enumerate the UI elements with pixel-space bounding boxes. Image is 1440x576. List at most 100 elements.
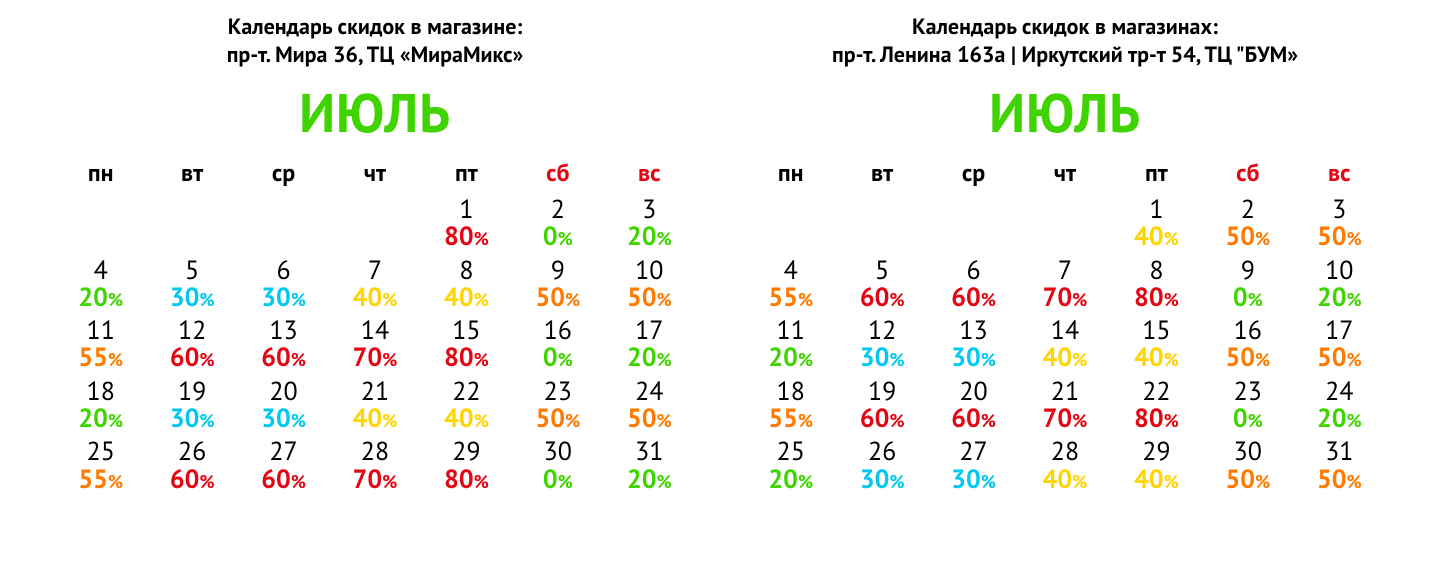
day-cell: 2140% bbox=[329, 376, 420, 437]
weekday-header: вт bbox=[836, 153, 927, 194]
month-title: ИЮЛЬ bbox=[55, 77, 695, 147]
discount-value: 60% bbox=[238, 344, 329, 371]
day-number: 18 bbox=[745, 378, 836, 405]
discount-value: 30% bbox=[238, 284, 329, 311]
percent-sign: % bbox=[1255, 470, 1270, 493]
day-cell: 2870% bbox=[329, 436, 420, 497]
discount-value: 55% bbox=[55, 466, 146, 493]
weekday-header: пн bbox=[55, 153, 146, 194]
discount-value: 60% bbox=[146, 344, 237, 371]
day-number: 31 bbox=[604, 438, 695, 465]
weekday-header: пн bbox=[745, 153, 836, 194]
day-number: 16 bbox=[512, 317, 603, 344]
percent-sign: % bbox=[1255, 227, 1270, 250]
calendar-header: Календарь скидок в магазине:пр-т. Мира 3… bbox=[55, 14, 695, 69]
percent-sign: % bbox=[981, 470, 996, 493]
day-cell: 2030% bbox=[238, 376, 329, 437]
discount-value: 30% bbox=[238, 405, 329, 432]
day-number: 9 bbox=[512, 257, 603, 284]
percent-sign: % bbox=[291, 348, 306, 371]
discount-value: 20% bbox=[1294, 284, 1385, 311]
discount-value: 70% bbox=[329, 344, 420, 371]
day-cell: 2280% bbox=[1111, 376, 1202, 437]
day-cell: 2450% bbox=[604, 376, 695, 437]
day-cell: 1960% bbox=[836, 376, 927, 437]
calendar-left: Календарь скидок в магазине:пр-т. Мира 3… bbox=[55, 14, 695, 576]
empty-cell bbox=[745, 194, 836, 255]
percent-sign: % bbox=[199, 470, 214, 493]
percent-sign: % bbox=[382, 288, 397, 311]
day-number: 16 bbox=[1202, 317, 1293, 344]
weekday-header: вс bbox=[604, 153, 695, 194]
day-cell: 2170% bbox=[1019, 376, 1110, 437]
day-cell: 2520% bbox=[745, 436, 836, 497]
header-line: Календарь скидок в магазинaх: bbox=[912, 13, 1218, 41]
day-number: 22 bbox=[1111, 378, 1202, 405]
percent-sign: % bbox=[291, 409, 306, 432]
day-cell: 350% bbox=[1294, 194, 1385, 255]
percent-sign: % bbox=[108, 288, 123, 311]
day-cell: 300% bbox=[512, 436, 603, 497]
day-cell: 1050% bbox=[604, 255, 695, 316]
percent-sign: % bbox=[558, 348, 573, 371]
day-number: 27 bbox=[238, 438, 329, 465]
discount-value: 30% bbox=[928, 344, 1019, 371]
percent-sign: % bbox=[1346, 288, 1361, 311]
day-number: 2 bbox=[1202, 196, 1293, 223]
day-cell: 140% bbox=[1111, 194, 1202, 255]
percent-sign: % bbox=[382, 348, 397, 371]
day-number: 7 bbox=[1019, 257, 1110, 284]
percent-sign: % bbox=[889, 288, 904, 311]
day-number: 21 bbox=[1019, 378, 1110, 405]
percent-sign: % bbox=[1072, 348, 1087, 371]
discount-value: 80% bbox=[421, 466, 512, 493]
day-number: 24 bbox=[1294, 378, 1385, 405]
percent-sign: % bbox=[1346, 470, 1361, 493]
day-cell: 420% bbox=[55, 255, 146, 316]
percent-sign: % bbox=[656, 348, 671, 371]
percent-sign: % bbox=[382, 470, 397, 493]
percent-sign: % bbox=[798, 348, 813, 371]
day-number: 26 bbox=[146, 438, 237, 465]
day-number: 4 bbox=[745, 257, 836, 284]
discount-value: 40% bbox=[329, 284, 420, 311]
discount-value: 20% bbox=[604, 466, 695, 493]
day-number: 3 bbox=[604, 196, 695, 223]
discount-value: 40% bbox=[329, 405, 420, 432]
day-number: 23 bbox=[512, 378, 603, 405]
discount-value: 0% bbox=[1202, 405, 1293, 432]
day-number: 6 bbox=[928, 257, 1019, 284]
discount-value: 50% bbox=[1202, 344, 1293, 371]
day-number: 10 bbox=[604, 257, 695, 284]
day-number: 8 bbox=[1111, 257, 1202, 284]
discount-value: 50% bbox=[1202, 223, 1293, 250]
day-cell: 1360% bbox=[238, 315, 329, 376]
day-cell: 560% bbox=[836, 255, 927, 316]
day-number: 30 bbox=[512, 438, 603, 465]
weekday-header: ср bbox=[928, 153, 1019, 194]
discount-value: 60% bbox=[836, 405, 927, 432]
day-number: 28 bbox=[1019, 438, 1110, 465]
day-number: 12 bbox=[146, 317, 237, 344]
weekday-header: сб bbox=[1202, 153, 1293, 194]
percent-sign: % bbox=[199, 288, 214, 311]
day-number: 9 bbox=[1202, 257, 1293, 284]
discount-value: 70% bbox=[1019, 405, 1110, 432]
discount-value: 40% bbox=[421, 284, 512, 311]
discount-value: 40% bbox=[1111, 344, 1202, 371]
day-number: 13 bbox=[928, 317, 1019, 344]
day-cell: 320% bbox=[604, 194, 695, 255]
day-cell: 1650% bbox=[1202, 315, 1293, 376]
percent-sign: % bbox=[1346, 227, 1361, 250]
day-number: 28 bbox=[329, 438, 420, 465]
weekday-header: чт bbox=[1019, 153, 1110, 194]
discount-value: 70% bbox=[329, 466, 420, 493]
discount-value: 0% bbox=[512, 466, 603, 493]
weekday-header: вт bbox=[146, 153, 237, 194]
day-number: 25 bbox=[55, 438, 146, 465]
day-number: 7 bbox=[329, 257, 420, 284]
day-number: 17 bbox=[1294, 317, 1385, 344]
discount-value: 40% bbox=[1111, 466, 1202, 493]
day-cell: 1330% bbox=[928, 315, 1019, 376]
percent-sign: % bbox=[656, 409, 671, 432]
